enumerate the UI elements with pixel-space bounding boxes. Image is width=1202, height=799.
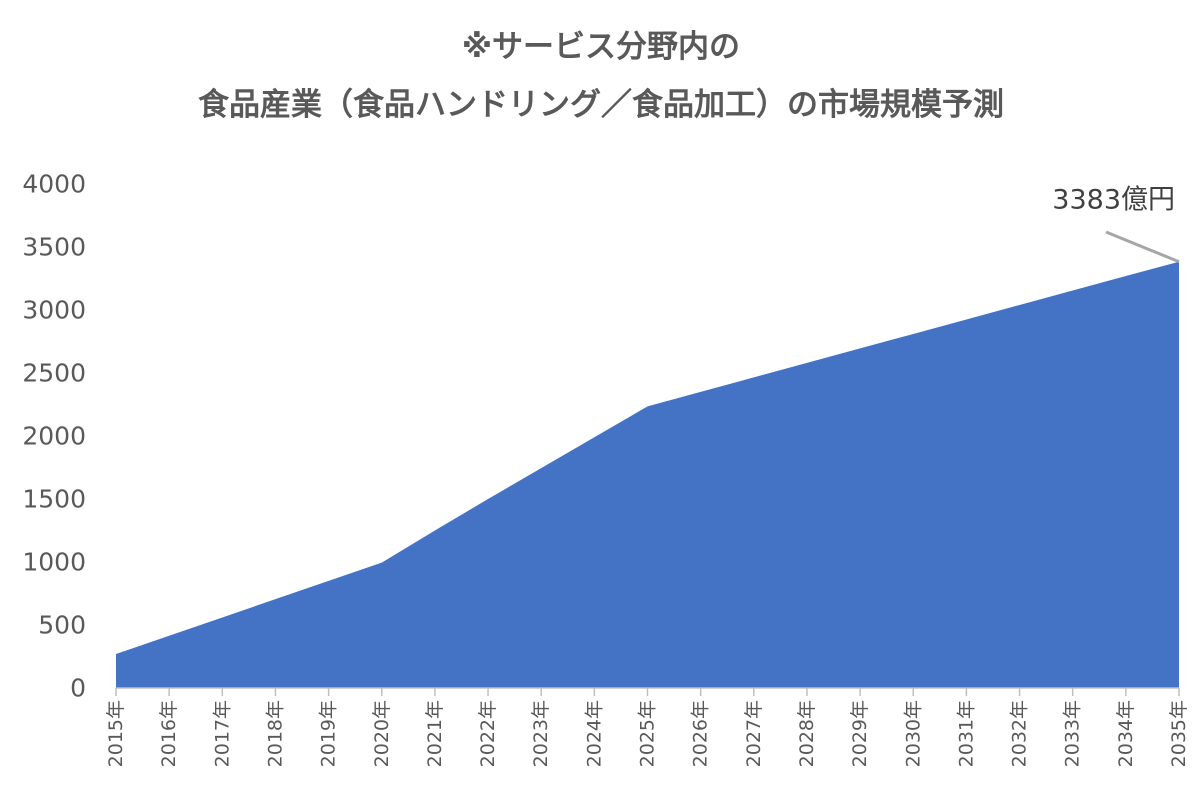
y-tick-label: 4000 [22, 170, 86, 199]
y-tick-label: 0 [70, 674, 86, 703]
y-tick-label: 1500 [22, 485, 86, 514]
x-tick-label: 2024年 [583, 700, 605, 767]
y-tick-label: 3000 [22, 296, 86, 325]
x-tick-label: 2035年 [1168, 700, 1190, 767]
x-tick-label: 2018年 [264, 700, 286, 767]
x-tick-label: 2034年 [1115, 700, 1137, 767]
x-tick-label: 2028年 [796, 700, 818, 767]
y-tick-label: 3500 [22, 233, 86, 262]
x-tick-label: 2017年 [211, 700, 233, 767]
x-tick-label: 2025年 [637, 700, 659, 767]
x-tick-label: 2029年 [849, 700, 871, 767]
y-tick-label: 1000 [22, 548, 86, 577]
area-series [116, 261, 1179, 688]
x-tick-label: 2026年 [690, 700, 712, 767]
chart-title-line-2: 食品産業（食品ハンドリング／食品加工）の市場規模予測 [198, 87, 1004, 123]
plot-area: 2015年 2016年 2017年 2018年 2019年 2020年 2021年 2022年… [22, 170, 1190, 768]
x-tick-label: 2033年 [1062, 700, 1084, 767]
annotation-leader-line [1105, 230, 1180, 264]
y-tick-label: 2500 [22, 359, 86, 388]
x-tick-label: 2031年 [955, 700, 977, 767]
x-tick-label: 2016年 [158, 700, 180, 767]
annotation-label: 3383億円 [1052, 185, 1175, 216]
x-tick-label: 2030年 [902, 700, 924, 767]
x-tick-label: 2019年 [318, 700, 340, 767]
x-tick-label: 2020年 [371, 700, 393, 767]
y-tick-label: 2000 [22, 422, 86, 451]
x-tick-label: 2027年 [743, 700, 765, 767]
y-tick-label: 500 [38, 611, 86, 640]
x-tick-label: 2015年 [105, 700, 127, 767]
x-tick-label: 2021年 [424, 700, 446, 767]
x-tick-label: 2022年 [477, 700, 499, 767]
x-tick-label: 2023年 [530, 700, 552, 767]
chart-title-line-1: ※サービス分野内の [461, 29, 741, 65]
chart-title: ※サービス分野内の 食品産業（食品ハンドリング／食品加工）の市場規模予測 [0, 18, 1202, 134]
x-tick-label: 2032年 [1009, 700, 1031, 767]
